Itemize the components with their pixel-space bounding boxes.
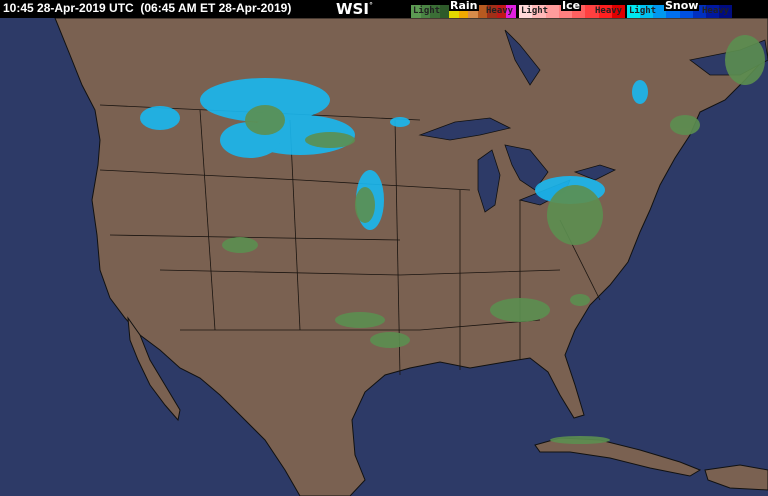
legend-snow-swatch [705, 5, 719, 18]
legend-rain-swatch [506, 5, 517, 18]
legend-ice-swatch [611, 5, 625, 18]
legend-rain-heavy: Heavy [486, 6, 514, 16]
legend-rain-light: Light [413, 6, 441, 16]
logo-text: WSI [336, 0, 369, 18]
legend-ice-swatch [532, 5, 546, 18]
legend-ice-swatch [545, 5, 559, 18]
legend-rain-swatch [477, 5, 488, 18]
legend-snow-swatch [718, 5, 732, 18]
legend-rain [411, 5, 517, 18]
legend-rain-swatch [411, 5, 421, 18]
header-bar: 10:45 28-Apr-2019 UTC (06:45 AM ET 28-Ap… [0, 0, 768, 18]
legend-rain-swatch [420, 5, 431, 18]
legend-rain-swatch [458, 5, 469, 18]
legend-rain-swatch [449, 5, 459, 18]
wsi-logo: WSI° [336, 0, 373, 18]
legend-snow-title: Snow [664, 0, 700, 12]
cuba [534, 437, 702, 477]
north-america-land [54, 17, 768, 496]
legend-ice-swatch [598, 5, 612, 18]
legend-ice [519, 5, 625, 18]
legend-rain-swatch [439, 5, 450, 18]
legend-snow-swatch [653, 5, 667, 18]
legend-ice-swatch [585, 5, 599, 18]
timestamp: 10:45 28-Apr-2019 UTC (06:45 AM ET 28-Ap… [3, 1, 292, 15]
hispaniola [704, 464, 768, 491]
legend-ice-light: Light [521, 6, 549, 16]
legend-rain-swatch [430, 5, 440, 18]
legend-snow-swatch [627, 5, 641, 18]
legend-ice-swatch [519, 5, 533, 18]
legend-rain-swatch [487, 5, 497, 18]
legend-rain-swatch [468, 5, 478, 18]
legend-ice-title: Ice [561, 0, 582, 12]
legend-rain-swatch [496, 5, 507, 18]
logo-mark: ° [368, 1, 373, 10]
legend-rain-title: Rain [449, 0, 479, 12]
precipitation-rain [222, 35, 765, 444]
baja-california [127, 316, 181, 422]
legend-snow-light: Light [629, 6, 657, 16]
legend-ice-heavy: Heavy [595, 6, 623, 16]
legend-snow-swatch [640, 5, 654, 18]
legend-snow-heavy: Heavy [702, 6, 730, 16]
